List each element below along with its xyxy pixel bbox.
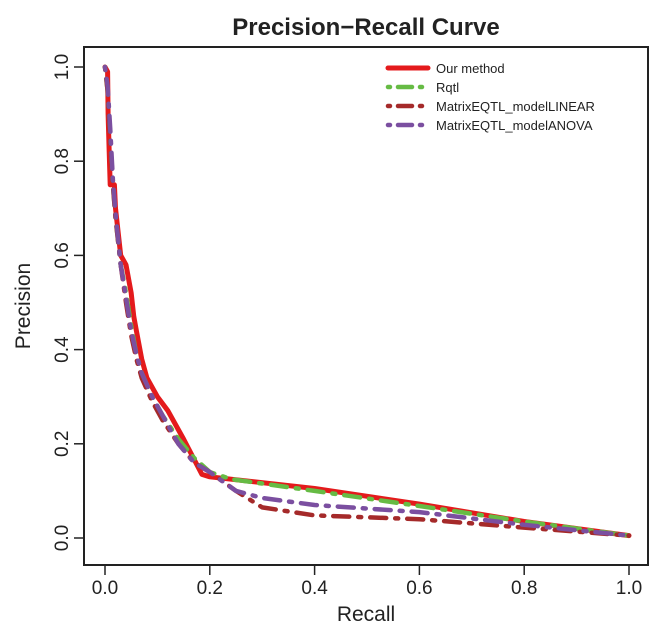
y-tick-label: 0.8	[52, 148, 73, 174]
legend-label: Our method	[436, 61, 505, 76]
series-layer	[102, 64, 632, 539]
legend: Our method Rqtl MatrixEQTL_modelLINEAR Matr…	[385, 61, 595, 133]
x-axis-label: Recall	[337, 603, 395, 626]
y-tick-label: 1.0	[52, 54, 73, 80]
x-tick-label: 0.4	[301, 578, 328, 599]
x-tick-label: 0.0	[92, 578, 118, 599]
y-tick-label: 0.6	[52, 242, 73, 268]
y-tick-label: 0.4	[52, 336, 73, 363]
y-axis-label: Precision	[12, 263, 35, 349]
x-tick-label: 0.8	[511, 578, 537, 599]
y-tick-label: 0.0	[52, 525, 73, 551]
series-line-our-method	[102, 64, 632, 539]
y-axis-ticks: 0.0 0.2 0.4 0.6 0.8 1.0	[52, 54, 84, 551]
x-axis-ticks: 0.0 0.2 0.4 0.6 0.8 1.0	[92, 565, 642, 599]
legend-label: MatrixEQTL_modelANOVA	[436, 118, 593, 133]
x-tick-label: 0.6	[406, 578, 432, 599]
y-tick-label: 0.2	[52, 431, 73, 457]
legend-label: Rqtl	[436, 80, 459, 95]
series-line-rqtl	[102, 64, 632, 538]
plot-frame	[83, 46, 649, 566]
series-line-matrixeqtl-modelanova	[102, 64, 632, 538]
series-line-matrixeqtl-modellinear	[102, 64, 632, 538]
chart-title: Precision−Recall Curve	[232, 14, 499, 41]
x-tick-label: 1.0	[616, 578, 642, 599]
legend-label: MatrixEQTL_modelLINEAR	[436, 99, 595, 114]
x-tick-label: 0.2	[197, 578, 223, 599]
